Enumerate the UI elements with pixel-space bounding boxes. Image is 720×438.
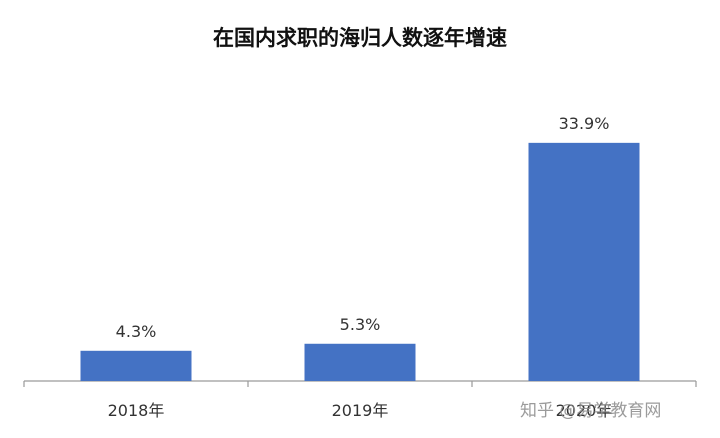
bar-0	[80, 350, 192, 381]
data-label-1: 5.3%	[340, 315, 381, 334]
data-label-0: 4.3%	[116, 322, 157, 341]
x-tick-label-0: 2018年	[108, 401, 165, 420]
data-label-2: 33.9%	[559, 114, 610, 133]
bar-1	[304, 343, 416, 381]
x-tick-label-2: 2020年	[556, 401, 613, 420]
bar-2	[528, 142, 640, 381]
watermark-text: 知乎 @易学教育网	[520, 401, 662, 421]
x-tick-label-1: 2019年	[332, 401, 389, 420]
chart-title: 在国内求职的海归人数逐年增速	[213, 26, 507, 50]
